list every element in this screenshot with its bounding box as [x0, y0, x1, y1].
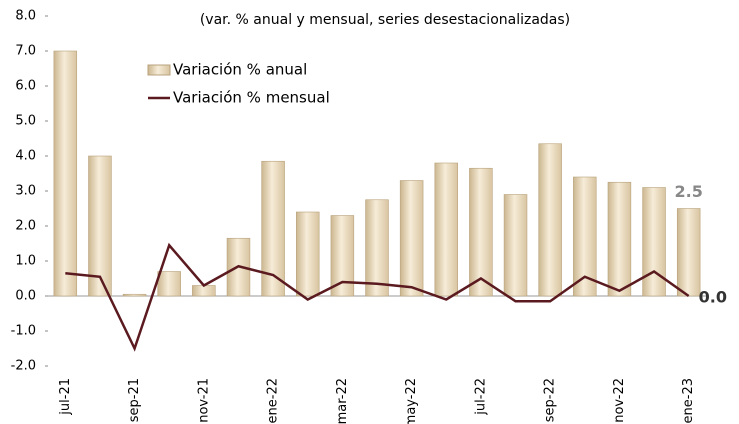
data-label: 2.5: [675, 182, 703, 201]
bar: [192, 285, 216, 297]
bar: [399, 180, 424, 297]
y-tick-label: 2.0: [15, 219, 36, 234]
bar: [365, 199, 389, 297]
x-tick-label: jul-21: [58, 378, 73, 416]
y-tick-label: -1.0: [11, 324, 36, 339]
bar: [296, 211, 320, 297]
legend-label: Variación % anual: [173, 61, 307, 79]
y-tick-label: 8.0: [15, 9, 36, 24]
y-tick-label: 6.0: [15, 79, 36, 94]
line: [65, 242, 690, 352]
bar: [469, 167, 493, 297]
x-tick-label: jul-22: [473, 378, 488, 416]
bar: [261, 160, 285, 297]
x-tick-label: nov-21: [196, 378, 211, 423]
bar: [157, 271, 181, 297]
x-tick-label: sep-21: [127, 378, 142, 422]
x-tick-label: ene-22: [266, 378, 281, 423]
bar: [122, 293, 147, 297]
bar: [330, 215, 355, 297]
y-tick-label: 3.0: [15, 184, 36, 199]
x-tick-label: ene-23: [681, 378, 696, 423]
x-tick-label: sep-22: [543, 378, 558, 422]
bar: [88, 155, 112, 297]
data-label: 0.0: [699, 288, 727, 307]
bar: [503, 194, 528, 297]
y-tick-label: -2.0: [11, 359, 36, 374]
x-tick-label: nov-22: [612, 378, 627, 423]
bar: [434, 162, 458, 297]
y-tick-label: 1.0: [15, 254, 36, 269]
bar: [607, 181, 632, 297]
bar: [676, 208, 701, 297]
bar: [642, 187, 666, 297]
bar: [573, 176, 597, 297]
y-tick-label: 7.0: [15, 44, 36, 59]
y-tick-label: 0.0: [15, 289, 36, 304]
y-tick-label: 5.0: [15, 114, 36, 129]
bar: [53, 50, 78, 297]
chart-title: (var. % anual y mensual, series desestac…: [200, 12, 570, 28]
x-tick-label: mar-22: [335, 378, 350, 424]
legend-label: Variación % mensual: [173, 89, 330, 107]
legend-swatch: [147, 64, 171, 76]
y-tick-label: 4.0: [15, 149, 36, 164]
x-tick-label: may-22: [404, 378, 419, 424]
bar: [538, 143, 562, 297]
